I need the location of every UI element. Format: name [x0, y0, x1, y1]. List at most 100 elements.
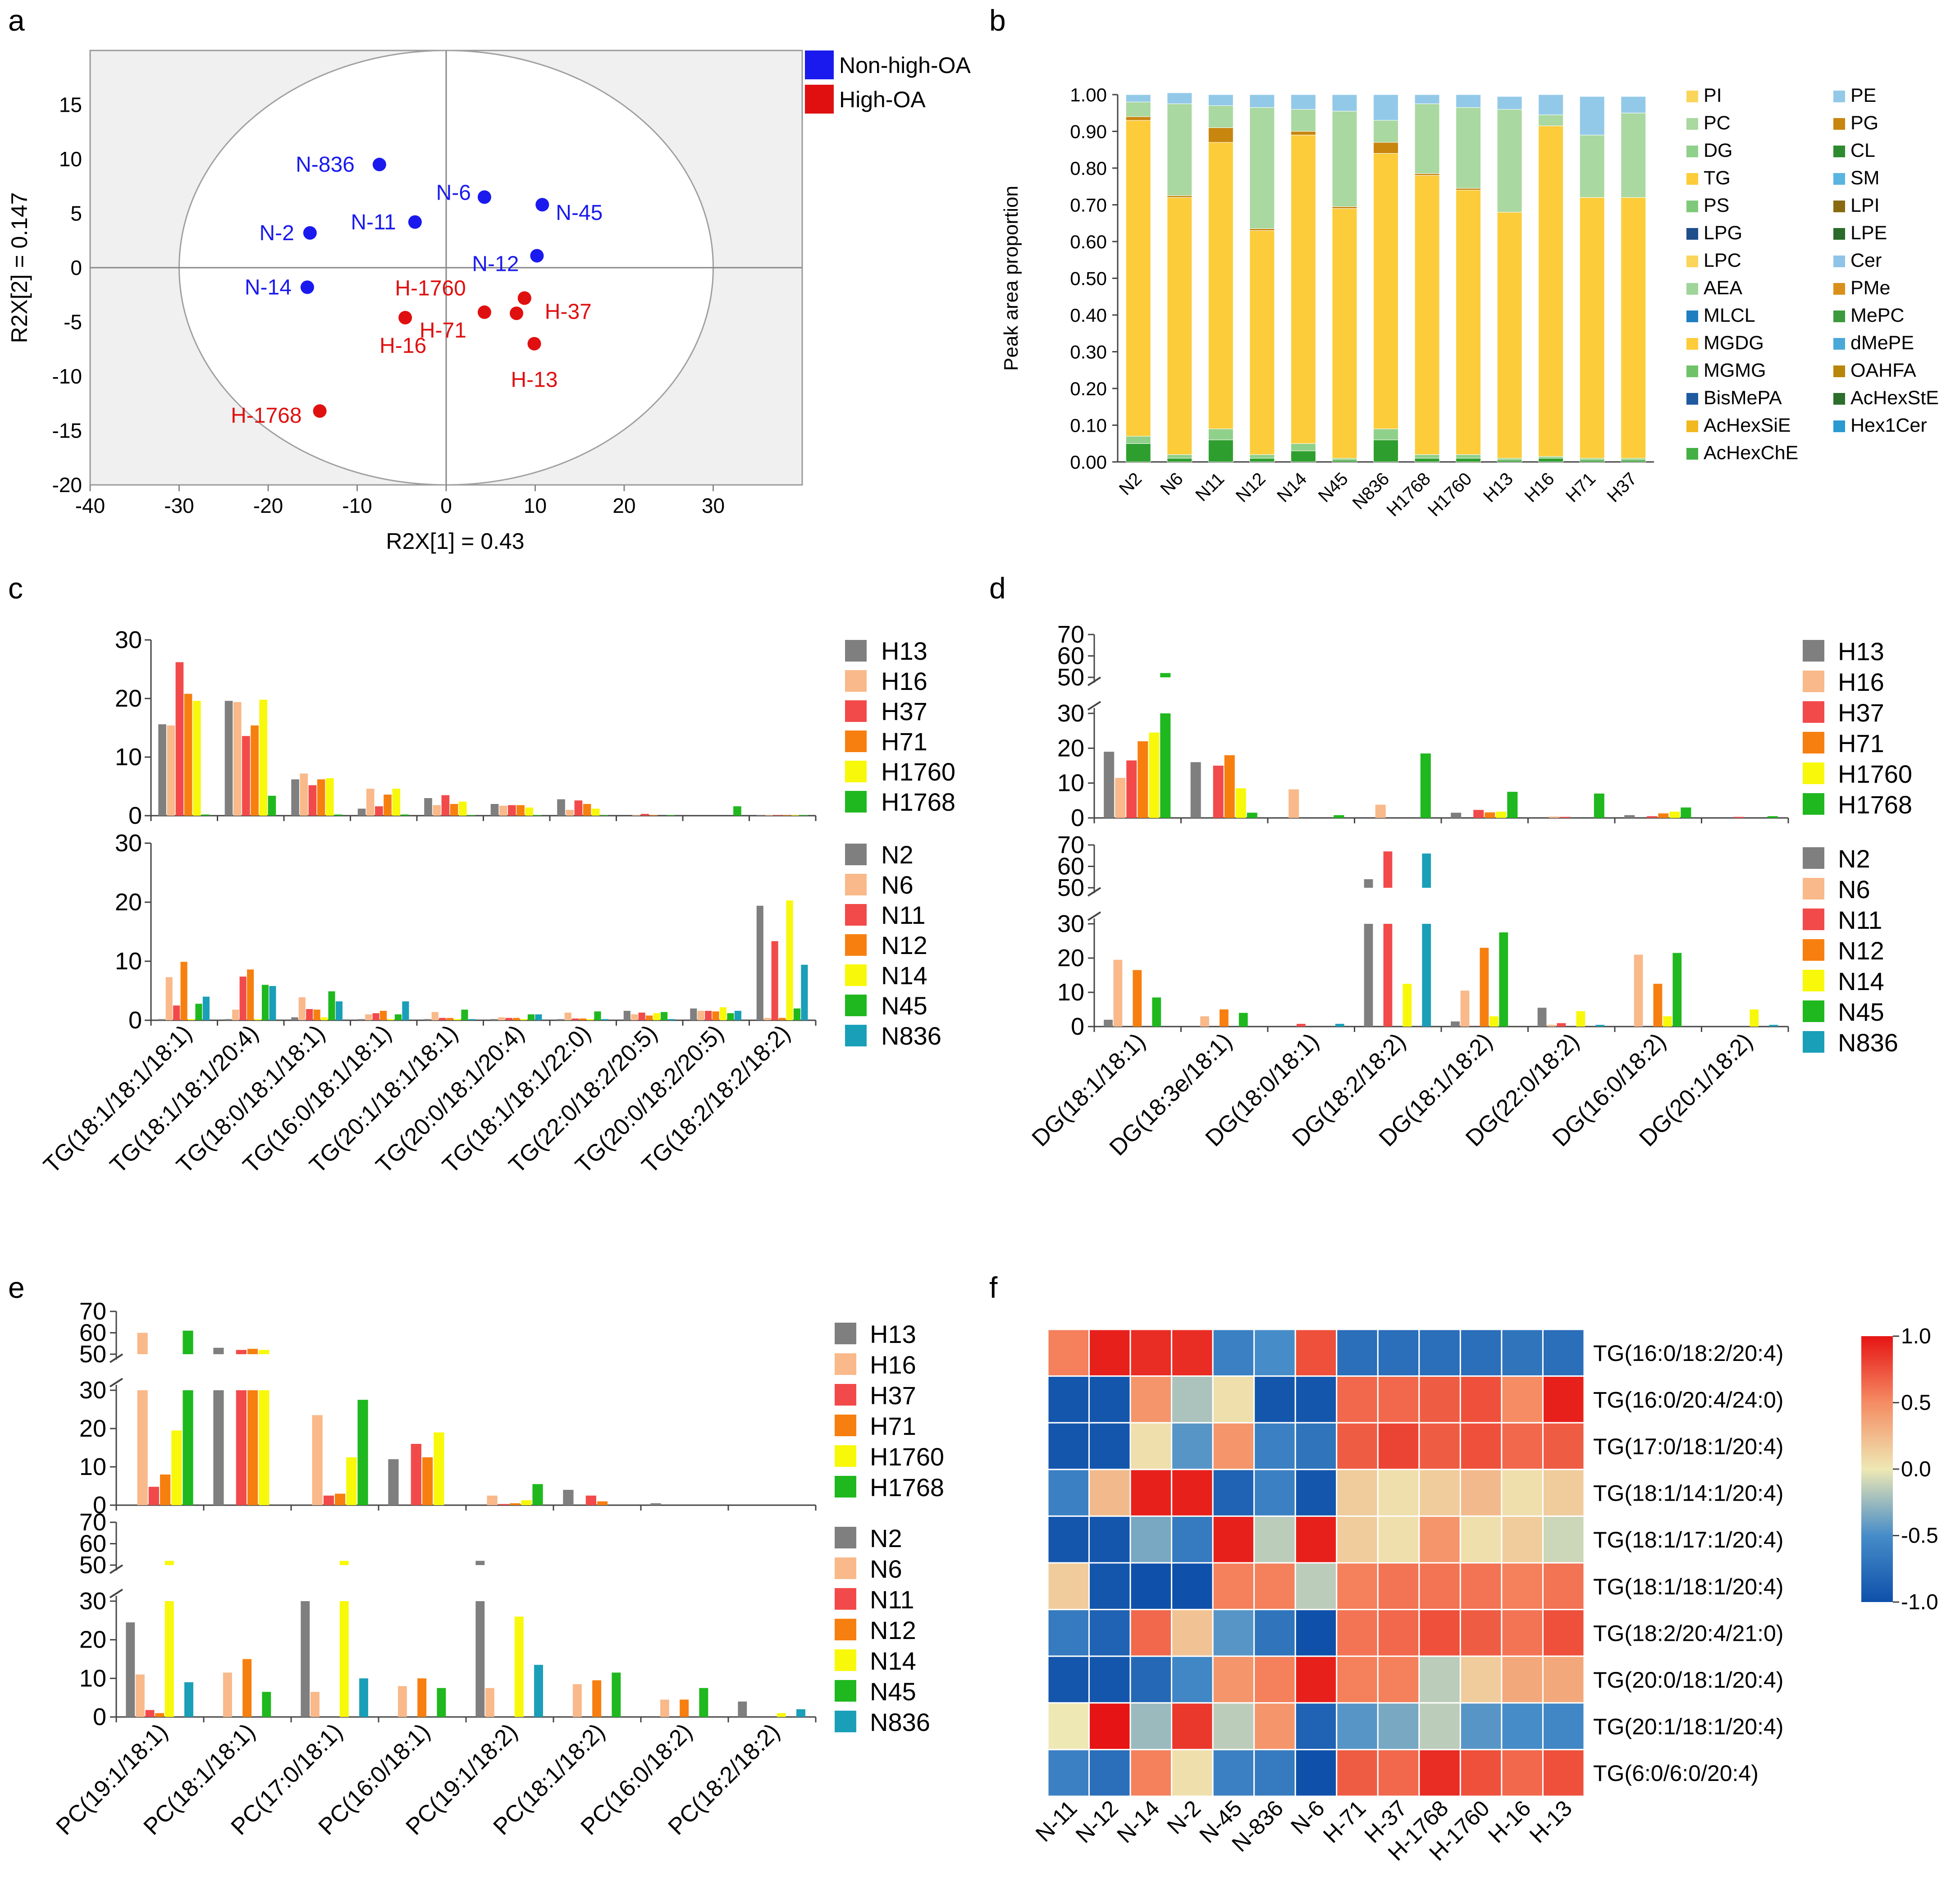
legend-label: N2	[870, 1524, 902, 1552]
y-axis-label: R2X[2] = 0.147	[7, 192, 32, 343]
legend-swatch	[845, 791, 867, 813]
bar-N45	[461, 1009, 468, 1020]
legend-label: BisMePA	[1704, 387, 1782, 409]
bar-H1768	[268, 795, 276, 816]
panel-b-stacked-bar: 1.00 0.90 0.80 0.70 0.60 0.50 0.40 0.30 0.20 0.10…	[1000, 84, 1939, 520]
legend-swatch	[845, 874, 867, 895]
heatmap-cell	[1336, 1422, 1379, 1470]
bar-N6	[397, 1686, 407, 1717]
stack-segment-H37	[1621, 96, 1646, 114]
x-tick: -40	[75, 494, 105, 517]
heatmap-cell	[1418, 1702, 1461, 1750]
legend-swatch	[835, 1445, 856, 1467]
y-tick: 0.80	[1070, 158, 1107, 179]
x-tick: 10	[524, 494, 547, 517]
y-tick: -5	[64, 310, 82, 334]
axis-break	[1087, 676, 1101, 711]
bar-N12	[446, 1018, 453, 1020]
x-tick: -20	[253, 494, 283, 517]
bar-N45	[612, 1672, 621, 1717]
y-tick: -10	[52, 365, 82, 388]
stack-segment-H13	[1497, 458, 1522, 461]
heatmap-cell	[1047, 1609, 1090, 1657]
bar-H13	[424, 798, 432, 816]
heatmap-cell	[1336, 1469, 1379, 1517]
bar-N6	[310, 1692, 320, 1717]
bar-H37	[1560, 817, 1571, 818]
bar-H71	[1224, 755, 1235, 818]
legend-swatch	[835, 1619, 856, 1640]
bar-N836	[359, 1678, 368, 1717]
heatmap-cell	[1047, 1655, 1090, 1704]
point-H-13	[527, 337, 541, 351]
bar-H16	[312, 1415, 323, 1505]
legend-swatch	[845, 904, 867, 926]
legend-swatch	[1803, 939, 1824, 961]
stack-segment-H1768	[1414, 94, 1440, 104]
legend-swatch	[845, 934, 867, 956]
heatmap-cell	[1377, 1515, 1420, 1564]
stack-segment-N2	[1125, 116, 1151, 121]
bar-N45	[1499, 932, 1508, 1027]
heatmap-cell	[1129, 1609, 1173, 1657]
stack-segment-H1768	[1414, 454, 1440, 459]
bar-N836	[335, 1001, 343, 1020]
legend-swatch	[1686, 91, 1698, 102]
legend-label: OAHFA	[1850, 360, 1916, 381]
bar-H13	[1104, 752, 1115, 818]
legend-swatch	[845, 640, 867, 662]
bar-H16	[433, 805, 441, 816]
bar-H1768	[1160, 713, 1171, 818]
bar-H71	[649, 815, 658, 816]
bar-N45	[1238, 1013, 1248, 1027]
legend-swatch	[1803, 878, 1824, 899]
point-H-71b	[510, 306, 524, 320]
y-tick: 20	[1057, 735, 1084, 762]
column-label: N-11	[1031, 1795, 1082, 1847]
legend-label: H16	[881, 667, 927, 695]
legend-swatch	[835, 1353, 856, 1375]
bar-N2	[424, 1019, 431, 1020]
y-tick: 15	[59, 93, 82, 117]
bar-N6	[498, 1017, 505, 1020]
heatmap-cell	[1336, 1749, 1379, 1797]
bar-H1768	[800, 815, 808, 816]
bar-H37	[175, 662, 184, 816]
column-label: H-13	[1525, 1795, 1577, 1848]
bar-N14	[514, 1616, 524, 1717]
heatmap-cell	[1501, 1515, 1544, 1564]
bar-N6	[1547, 1025, 1556, 1027]
bar-H71	[184, 694, 192, 816]
stack-segment-N14	[1290, 94, 1316, 110]
axis-break	[109, 1564, 123, 1598]
y-tick: 0	[93, 1703, 106, 1730]
point-H-1768	[313, 404, 327, 418]
bar-N2	[490, 1019, 498, 1020]
bar-H16	[366, 789, 375, 816]
heatmap-cell	[1047, 1329, 1090, 1377]
heatmap-cell	[1088, 1655, 1131, 1704]
bar-H1760	[171, 1430, 182, 1505]
bar-N11	[1383, 851, 1393, 888]
legend-label: N14	[881, 961, 927, 990]
bar-N45	[262, 1692, 271, 1717]
y-tick: 70	[1057, 831, 1084, 858]
y-tick: 0.90	[1070, 121, 1107, 142]
legend-label: PI	[1704, 85, 1722, 106]
heatmap-cell	[1212, 1702, 1255, 1750]
bar-N45	[437, 1688, 446, 1717]
heatmap-cell	[1377, 1329, 1420, 1377]
legend-swatch	[1833, 420, 1845, 432]
y-tick: 0	[128, 802, 142, 829]
bar-H1768	[600, 815, 608, 816]
bar-N12	[180, 962, 187, 1020]
heatmap-cell	[1088, 1702, 1131, 1750]
stack-segment-N12	[1249, 454, 1275, 459]
bar-N14	[1489, 1016, 1499, 1027]
bar-N2	[756, 905, 763, 1020]
bar-N2	[475, 1561, 485, 1565]
legend-label: LPE	[1850, 222, 1887, 244]
bar-N12	[155, 1713, 164, 1717]
heatmap-cell	[1542, 1655, 1585, 1704]
legend-label: N45	[1838, 998, 1884, 1026]
